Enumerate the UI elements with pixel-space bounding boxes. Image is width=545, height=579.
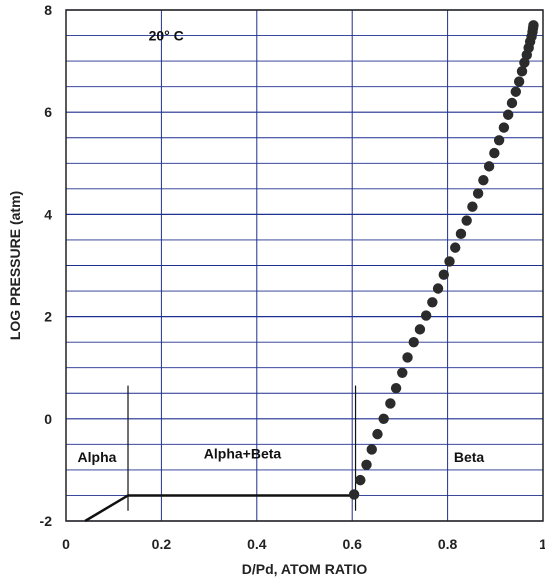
data-point <box>461 215 472 226</box>
data-point <box>366 444 377 455</box>
x-tick-label: 0.2 <box>152 536 172 552</box>
alpha-line <box>84 494 353 523</box>
data-point <box>348 489 360 500</box>
data-point <box>361 459 372 470</box>
y-tick-label: -2 <box>40 513 53 529</box>
data-point <box>385 398 396 409</box>
data-point <box>355 474 366 486</box>
data-point <box>493 135 505 146</box>
data-point <box>510 86 522 97</box>
plot-frame <box>65 9 544 522</box>
data-point <box>408 336 419 348</box>
data-point <box>438 269 449 280</box>
y-axis-title: LOG PRESSURE (atm) <box>7 191 23 340</box>
data-point <box>427 297 438 308</box>
temperature-annotation: 20° C <box>149 28 184 44</box>
alpha-region-label: Alpha <box>78 449 117 465</box>
data-point <box>402 352 413 363</box>
y-tick-label: 2 <box>44 309 52 325</box>
x-tick-label: 0.4 <box>247 536 267 552</box>
x-axis-title: D/Pd, ATOM RATIO <box>242 561 368 577</box>
data-point <box>467 201 478 212</box>
y-tick-label: 8 <box>44 2 52 18</box>
data-point <box>513 76 525 87</box>
data-point <box>506 97 518 109</box>
data-point <box>420 310 432 321</box>
data-point <box>528 20 539 31</box>
y-tick-label: 0 <box>44 411 52 427</box>
alpha-beta-region-label: Alpha+Beta <box>204 446 282 462</box>
x-tick-label: 0 <box>62 536 70 552</box>
data-point <box>516 66 528 77</box>
tick-labels: 0 0.2 0.4 0.6 0.8 1 -2 0 2 4 6 8 <box>40 2 545 552</box>
data-point <box>444 256 455 267</box>
data-point <box>450 242 461 253</box>
data-point <box>378 413 389 424</box>
alpha-line-series <box>84 494 353 523</box>
data-point <box>414 324 426 335</box>
data-point <box>498 122 510 133</box>
data-point <box>455 228 467 240</box>
data-point <box>432 283 444 294</box>
y-tick-label: 6 <box>44 104 52 120</box>
grid <box>65 9 544 522</box>
beta-data-points <box>348 20 539 500</box>
x-tick-label: 0.8 <box>438 536 458 552</box>
x-tick-label: 1 <box>539 536 545 552</box>
data-point <box>472 188 484 199</box>
data-point <box>397 367 408 379</box>
y-tick-label: 4 <box>44 206 52 222</box>
data-point <box>478 174 489 186</box>
x-tick-label: 0.6 <box>342 536 362 552</box>
data-point <box>483 161 495 172</box>
data-point <box>372 428 383 440</box>
data-point <box>390 382 402 394</box>
data-point <box>502 109 514 120</box>
data-point <box>489 147 500 159</box>
beta-region-label: Beta <box>454 449 485 465</box>
